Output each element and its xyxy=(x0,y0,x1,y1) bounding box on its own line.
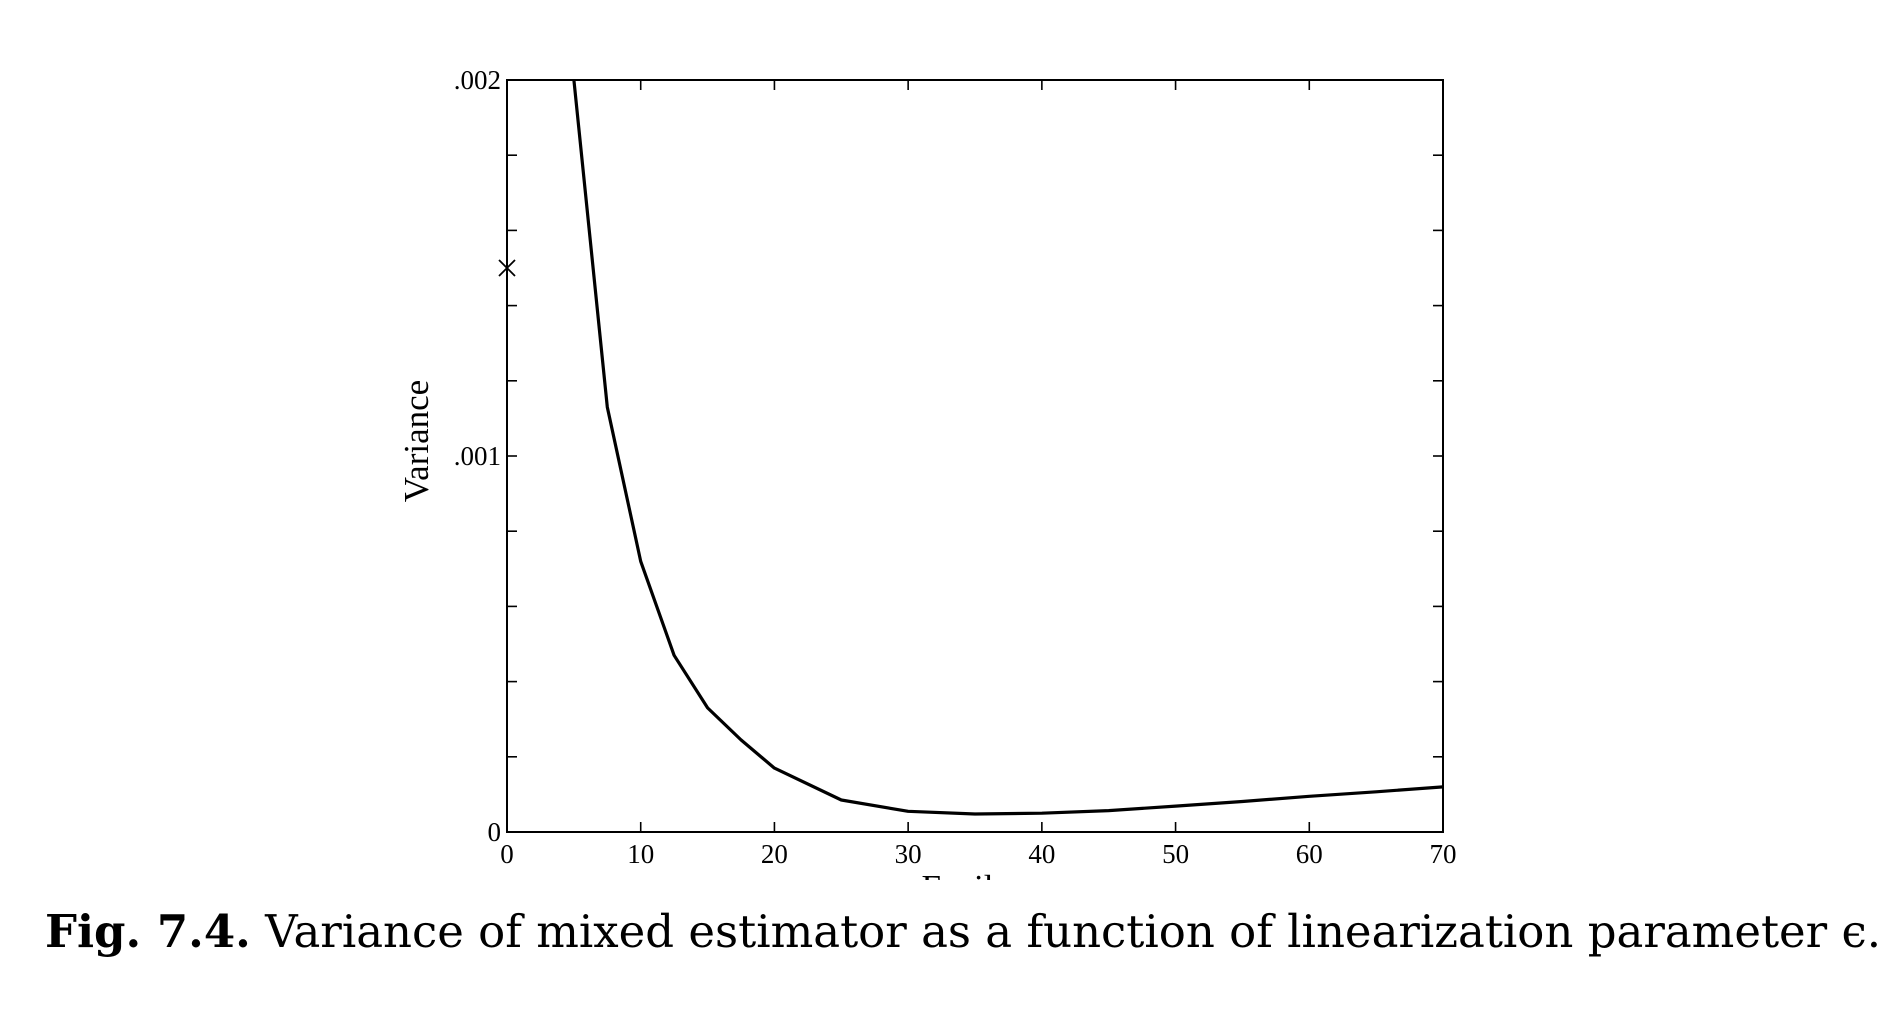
y-axis-title: Variance xyxy=(397,380,436,502)
chart: 0 10 20 30 40 50 60 70 0 .001 .002 Epsilon Varian… xyxy=(397,65,1457,880)
x-axis-title: Epsilon xyxy=(922,868,1029,880)
figure-caption: Fig. 7.4. Variance of mixed estimator as… xyxy=(45,905,1881,958)
x-tick-label: 60 xyxy=(1296,839,1323,869)
y-tick-label: 0 xyxy=(488,817,502,847)
x-tick-label: 20 xyxy=(761,839,788,869)
x-tick-label: 70 xyxy=(1430,839,1457,869)
x-tick-label: 0 xyxy=(500,839,514,869)
x-tick-label: 40 xyxy=(1028,839,1055,869)
x-tick-label: 30 xyxy=(895,839,922,869)
y-tick-label: .002 xyxy=(454,65,501,95)
y-axis-ticks xyxy=(507,79,1443,833)
y-tick-label: .001 xyxy=(454,441,501,471)
plot-frame xyxy=(506,79,1444,833)
y-axis-tick-labels: 0 .001 .002 xyxy=(454,65,501,847)
series-line xyxy=(572,79,1444,816)
x-axis-tick-labels: 0 10 20 30 40 50 60 70 xyxy=(500,839,1456,869)
caption-text: Variance of mixed estimator as a functio… xyxy=(265,905,1882,958)
caption-label: Fig. 7.4. xyxy=(45,905,251,958)
x-tick-label: 50 xyxy=(1162,839,1189,869)
x-tick-label: 10 xyxy=(627,839,654,869)
x-axis-ticks xyxy=(506,80,1444,832)
